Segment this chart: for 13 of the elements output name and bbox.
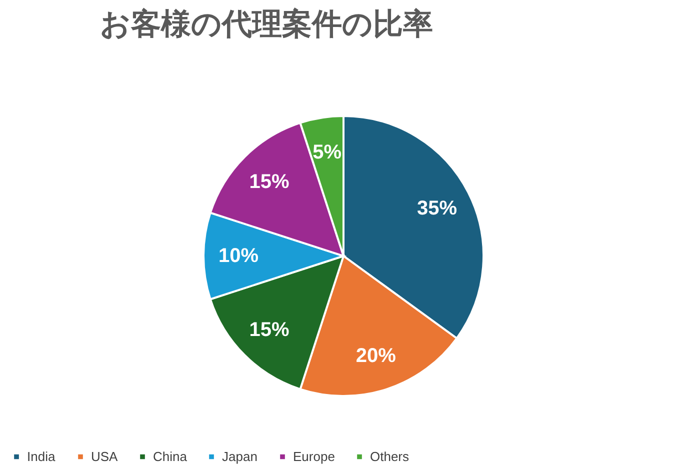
data-label: 15%	[249, 319, 290, 342]
legend-label: China	[153, 448, 188, 464]
legend-label: USA	[91, 448, 118, 464]
legend-label: Japan	[222, 448, 258, 464]
legend-label: India	[27, 448, 56, 464]
data-label: 5%	[312, 141, 342, 164]
data-label: 10%	[218, 245, 259, 267]
chart-title: お客様の代理案件の比率	[100, 7, 433, 42]
data-label: 15%	[249, 170, 290, 193]
data-label: 20%	[356, 344, 396, 367]
data-label: 35%	[417, 197, 458, 220]
legend-label: Europe	[293, 448, 335, 464]
legend-label: Others	[370, 448, 410, 464]
